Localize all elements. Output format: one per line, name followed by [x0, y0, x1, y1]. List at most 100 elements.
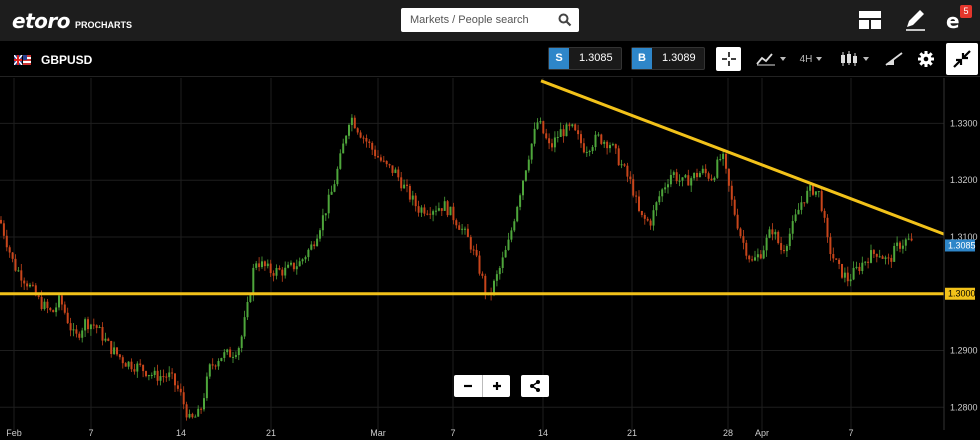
candle-body	[287, 264, 290, 268]
candle-body	[23, 280, 26, 284]
candle-body	[81, 330, 84, 338]
candle-body	[652, 210, 655, 226]
candle-body	[246, 302, 249, 318]
buy-label: B	[632, 48, 652, 69]
search-icon[interactable]	[558, 13, 572, 27]
candle-body	[449, 206, 452, 216]
share-button[interactable]	[521, 375, 549, 397]
candle-body	[838, 259, 841, 264]
candle-body	[495, 274, 498, 281]
chart-type-button[interactable]	[838, 47, 870, 71]
candle-body	[295, 266, 298, 270]
notifications-icon[interactable]: e	[944, 9, 968, 31]
crosshair-button[interactable]	[716, 47, 741, 71]
candle-body	[232, 356, 234, 358]
search-input[interactable]	[401, 8, 551, 32]
candle-body	[562, 129, 565, 137]
candle-body	[629, 176, 632, 180]
candle-body	[319, 230, 321, 239]
candle-body	[420, 207, 423, 213]
candle-body	[458, 225, 461, 230]
candle-body	[437, 208, 440, 211]
candle-body	[104, 338, 107, 341]
candle-body	[124, 363, 127, 367]
resistance-trendline[interactable]	[540, 79, 945, 236]
candle-body	[606, 141, 609, 149]
price-tick-label: 1.3100	[950, 232, 978, 242]
candle-body	[92, 324, 95, 326]
candle-body	[826, 217, 829, 238]
candle-body	[901, 245, 904, 249]
candle-body	[759, 254, 762, 259]
candle-body	[78, 333, 81, 338]
candle-body	[835, 258, 838, 260]
candle-body	[539, 121, 542, 123]
candle-body	[553, 137, 556, 148]
candle-body	[907, 238, 910, 240]
candle-body	[353, 117, 356, 129]
etoro-logo[interactable]: etoro PROCHARTS	[12, 8, 132, 32]
candle-body	[432, 211, 435, 215]
candle-body	[522, 180, 524, 196]
candle-body	[878, 256, 881, 258]
candle-body	[379, 157, 382, 161]
settings-button[interactable]	[914, 47, 938, 71]
candle-body	[803, 202, 806, 204]
indicators-button[interactable]	[754, 47, 788, 71]
candle-body	[797, 209, 800, 215]
price-tick-label: 1.2900	[950, 346, 978, 356]
candle-body	[870, 250, 872, 263]
candle-body	[95, 325, 98, 328]
collapse-icon	[953, 50, 971, 68]
candle-body	[646, 218, 649, 221]
buy-button[interactable]: B 1.3089	[631, 47, 705, 70]
time-tick-label: 7	[848, 428, 853, 438]
sell-button[interactable]: S 1.3085	[548, 47, 622, 70]
timeframe-label: 4H	[799, 53, 813, 65]
candle-body	[899, 242, 901, 249]
candle-body	[716, 159, 719, 178]
search-box[interactable]	[401, 8, 579, 32]
candle-body	[852, 267, 855, 280]
time-tick-label: Apr	[755, 428, 769, 438]
chevron-down-icon	[780, 57, 786, 61]
candle-body	[229, 349, 232, 358]
layout-icon[interactable]	[858, 9, 882, 31]
price-chart[interactable]: 1.3300 1.3200 1.3100 1.2900 1.2800 Feb 7 14 21 M…	[0, 78, 980, 440]
candle-body	[783, 250, 785, 252]
time-tick-label: 7	[88, 428, 93, 438]
candle-body	[814, 191, 817, 195]
minimize-chart-button[interactable]	[946, 43, 978, 75]
zoom-in-button[interactable]	[482, 375, 510, 397]
candle-body	[594, 134, 597, 148]
candle-body	[896, 242, 899, 246]
candle-body	[861, 262, 864, 272]
candle-body	[469, 237, 472, 250]
candle-body	[504, 249, 507, 258]
time-tick-label: 21	[627, 428, 637, 438]
candle-body	[171, 372, 174, 374]
candle-body	[756, 254, 759, 258]
zoom-out-button[interactable]	[454, 375, 482, 397]
candle-body	[153, 370, 156, 376]
current-price-marker: 1.3085	[945, 239, 976, 252]
candle-body	[713, 177, 716, 181]
candle-body	[417, 206, 420, 213]
candle-body	[37, 295, 40, 297]
candle-body	[411, 195, 414, 200]
candle-body	[429, 213, 432, 215]
candle-body	[498, 267, 501, 275]
candle-body	[252, 267, 255, 295]
candle-body	[556, 136, 559, 138]
pencil-icon[interactable]	[903, 9, 927, 31]
candle-body	[269, 263, 272, 274]
candle-body	[733, 199, 736, 215]
support-price-box	[945, 287, 975, 300]
timeframe-select[interactable]: 4H	[797, 47, 825, 71]
candle-body	[156, 370, 159, 381]
drawing-tools-button[interactable]	[882, 47, 906, 71]
candle-body	[275, 267, 278, 276]
candle-body	[748, 255, 751, 260]
candle-body	[684, 175, 687, 178]
candle-body	[339, 153, 342, 169]
